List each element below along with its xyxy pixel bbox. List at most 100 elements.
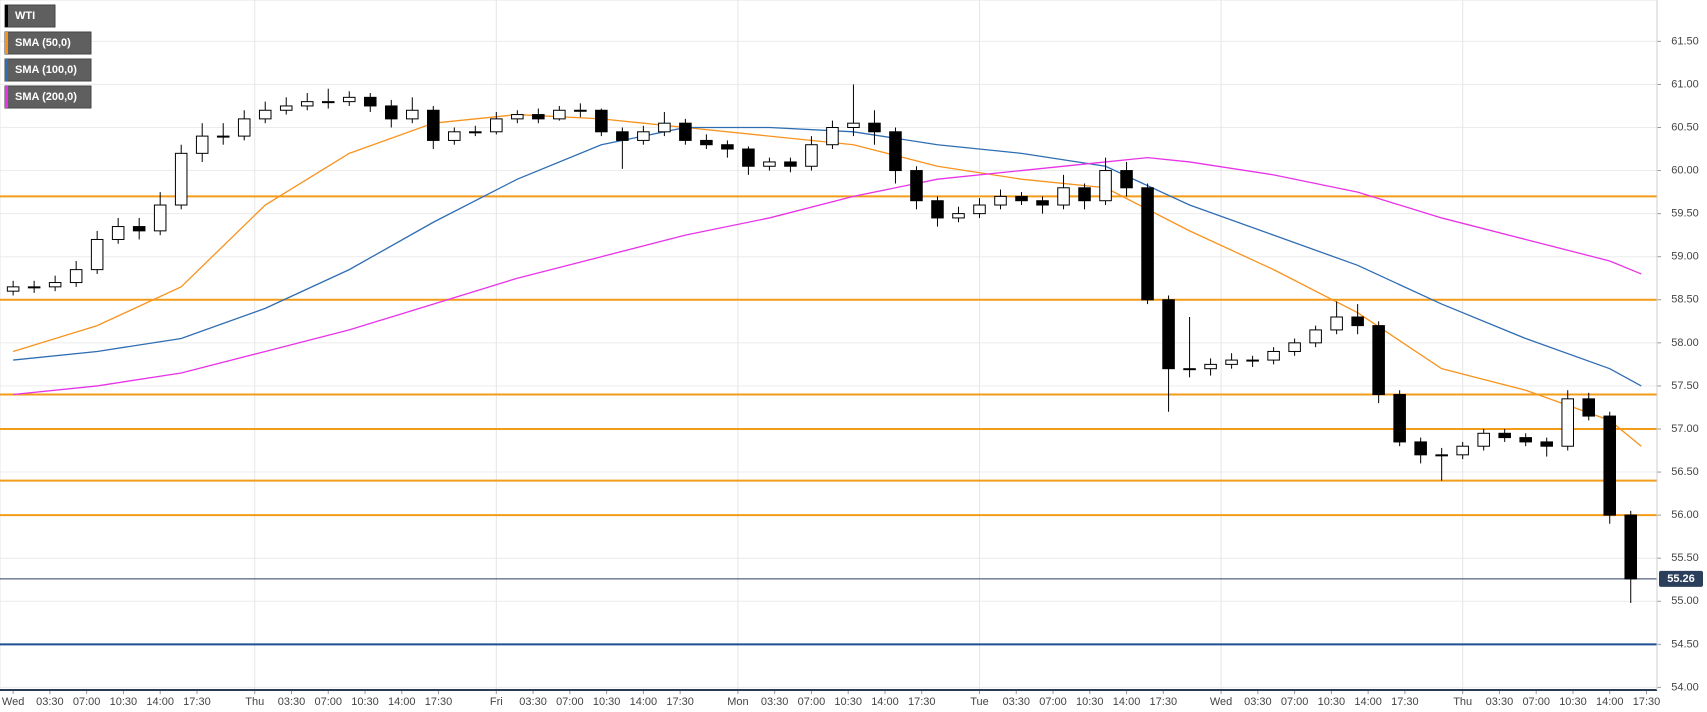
candle-body	[637, 131, 650, 141]
candle-body	[1246, 359, 1259, 362]
x-tick-label: Mon	[727, 696, 748, 708]
x-tick-label: 03:30	[278, 696, 306, 708]
candle-body	[258, 109, 272, 120]
candle-body	[279, 105, 293, 111]
candle-body	[1036, 200, 1049, 206]
x-tick-label: Tue	[970, 696, 989, 708]
y-tick-label: 59.00	[1671, 251, 1699, 263]
y-tick-label: 60.00	[1671, 164, 1699, 176]
x-tick-label: 14:00	[630, 696, 658, 708]
candle-body	[931, 200, 944, 219]
x-tick-label: 14:00	[1113, 696, 1141, 708]
candle-body	[448, 131, 461, 141]
x-tick-label: Fri	[490, 696, 503, 708]
x-tick-label: 14:00	[146, 696, 174, 708]
x-tick-label: 07:00	[1522, 696, 1550, 708]
y-tick-label: 61.00	[1671, 78, 1699, 90]
candle-body	[805, 144, 818, 167]
last-price-label: 55.26	[1667, 573, 1695, 585]
candle-body	[721, 144, 734, 150]
x-tick-label: 10:30	[593, 696, 621, 708]
x-tick-label: 07:00	[73, 696, 101, 708]
x-tick-label: 03:30	[36, 696, 64, 708]
candle-body	[763, 161, 776, 167]
y-tick-label: 57.50	[1671, 380, 1699, 392]
legend-swatch	[5, 32, 8, 54]
candle-body	[595, 109, 608, 133]
x-tick-label: 07:00	[314, 696, 342, 708]
candle-body	[363, 96, 377, 107]
y-tick-label: 58.50	[1671, 294, 1699, 306]
candle-body	[1141, 187, 1154, 301]
candle-body	[784, 161, 797, 167]
candle-body	[1435, 454, 1448, 457]
candle-body	[6, 286, 20, 292]
candle-body	[300, 101, 314, 107]
candle-body	[1540, 441, 1553, 447]
candle-body	[342, 96, 356, 103]
x-tick-label: Thu	[1453, 696, 1472, 708]
x-tick-label: 17:30	[908, 696, 936, 708]
candle-body	[174, 152, 188, 206]
y-tick-label: 59.50	[1671, 208, 1699, 220]
candle-body	[237, 118, 251, 137]
candle-body	[111, 226, 125, 240]
candle-body	[973, 204, 986, 215]
candle-body	[490, 118, 503, 133]
x-tick-label: 14:00	[1596, 696, 1624, 708]
candle-body	[1477, 432, 1490, 447]
candle-body	[1351, 316, 1364, 327]
y-tick-label: 56.50	[1671, 466, 1699, 478]
candle-body	[69, 269, 83, 284]
candle-body	[406, 109, 419, 120]
candle-body	[952, 213, 965, 219]
x-tick-label: 17:30	[1150, 696, 1178, 708]
candle-body	[427, 109, 440, 141]
x-tick-label: 17:30	[666, 696, 694, 708]
candle-body	[321, 101, 335, 104]
candle-body	[1372, 325, 1385, 396]
candle-body	[1288, 342, 1301, 352]
x-tick-label: 10:30	[1318, 696, 1346, 708]
legend-label: SMA (100,0)	[15, 64, 77, 76]
candle-body	[1267, 350, 1280, 361]
candle-body	[700, 139, 713, 146]
y-tick-label: 60.50	[1671, 121, 1699, 133]
candle-body	[1330, 316, 1343, 331]
x-tick-label: 10:30	[110, 696, 138, 708]
y-tick-label: 57.00	[1671, 423, 1699, 435]
candle-body	[679, 122, 692, 141]
candle-body	[469, 131, 482, 134]
candle-body	[1078, 187, 1091, 202]
y-tick-label: 56.00	[1671, 509, 1699, 521]
candle-body	[889, 131, 902, 172]
x-tick-label: 03:30	[519, 696, 547, 708]
legend-label: SMA (50,0)	[15, 37, 71, 49]
candle-body	[1309, 329, 1322, 344]
candle-body	[1120, 170, 1133, 189]
x-tick-label: 07:00	[1281, 696, 1309, 708]
candle-body	[1057, 187, 1070, 206]
candle-body	[90, 238, 104, 271]
y-tick-label: 54.00	[1671, 681, 1699, 693]
candle-body	[1582, 398, 1596, 417]
x-tick-label: Thu	[245, 696, 264, 708]
candle-body	[1183, 368, 1196, 371]
x-tick-label: 07:00	[556, 696, 584, 708]
candle-body	[216, 135, 230, 138]
candle-body	[1603, 415, 1617, 516]
x-tick-label: 03:30	[1244, 696, 1272, 708]
candle-body	[994, 195, 1007, 206]
candle-body	[1204, 363, 1217, 370]
candle-body	[532, 114, 545, 120]
legend-swatch	[5, 5, 8, 27]
x-tick-label: 10:30	[1559, 696, 1587, 708]
candle-body	[826, 126, 839, 146]
sma-line	[13, 156, 1642, 396]
x-tick-label: 07:00	[798, 696, 826, 708]
x-tick-label: Wed	[2, 696, 24, 708]
marks	[0, 84, 1657, 646]
candle-body	[1498, 432, 1511, 439]
candle-body	[1225, 359, 1238, 365]
